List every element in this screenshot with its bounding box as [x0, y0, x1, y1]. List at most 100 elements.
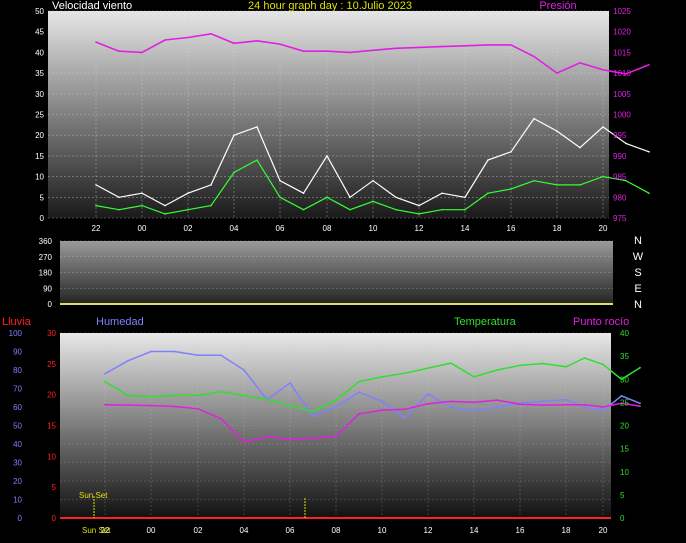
climate-point-temperature-20: [565, 365, 567, 368]
humidity-axis-tick-8: 80: [13, 366, 22, 375]
climate-panel-background: [60, 333, 611, 518]
wind-point-gust-22: [602, 126, 604, 128]
pressure-axis-tick-6: 1005: [613, 90, 631, 99]
wind-point-pressure-20: [556, 72, 558, 74]
climate-point-humidity-17: [496, 406, 498, 408]
climate-point-dewpoint-15: [450, 400, 452, 403]
wind-point-pressure-14: [418, 46, 420, 49]
climate-x-tick-8: 14: [470, 526, 479, 535]
wind-x-tick-5: 08: [323, 224, 332, 233]
climate-point-temperature-3: [173, 394, 176, 397]
wind-point-pressure-9: [302, 50, 305, 52]
climate-point-dewpoint-17: [496, 399, 498, 401]
climate-point-humidity-4: [197, 354, 199, 357]
climate-point-dewpoint-12: [381, 409, 383, 412]
climate-point-temperature-7: [266, 398, 268, 401]
wind-point-pressure-0: [95, 41, 97, 43]
temperature-axis-tick-4: 20: [620, 422, 629, 431]
wind-point-avg-0: [95, 204, 97, 207]
humidity-label: Humedad: [96, 316, 144, 328]
climate-point-humidity-16: [473, 409, 475, 412]
climate-point-humidity-0: [104, 372, 106, 375]
climate-point-temperature-14: [427, 367, 429, 369]
climate-x-tick-2: 02: [194, 526, 203, 535]
climate-point-dewpoint-18: [519, 403, 521, 406]
climate-point-humidity-3: [173, 350, 176, 353]
climate-point-humidity-19: [542, 400, 544, 403]
wind-point-gust-15: [441, 192, 443, 194]
direction-axis-tick-4: 360: [39, 237, 53, 246]
wind-point-gust-19: [533, 117, 535, 120]
climate-point-humidity-8: [289, 382, 291, 384]
wind-axis-tick-8: 40: [35, 48, 44, 57]
wind-point-pressure-22: [602, 69, 604, 71]
climate-point-dewpoint-16: [473, 401, 475, 404]
climate-point-dewpoint-9: [312, 437, 314, 440]
wind-point-gust-14: [418, 204, 420, 207]
wind-axis-tick-7: 35: [35, 69, 44, 78]
compass-label-s: S: [634, 267, 641, 279]
climate-point-temperature-23: [620, 378, 623, 381]
climate-point-humidity-14: [427, 393, 429, 395]
pressure-axis-tick-4: 995: [613, 131, 627, 140]
wind-point-avg-19: [533, 179, 535, 182]
climate-x-tick-11: 20: [599, 526, 608, 535]
temperature-axis-tick-1: 5: [620, 491, 625, 500]
climate-point-humidity-22: [602, 409, 604, 412]
climate-point-temperature-17: [496, 369, 498, 371]
wind-x-tick-9: 16: [507, 224, 516, 233]
wind-point-gust-1: [118, 196, 120, 199]
wind-point-gust-17: [487, 159, 489, 161]
climate-point-humidity-15: [450, 406, 452, 408]
climate-point-dewpoint-3: [173, 405, 176, 408]
wind-point-gust-2: [141, 192, 143, 194]
wind-point-pressure-2: [141, 51, 143, 54]
climate-point-humidity-11: [358, 391, 360, 394]
climate-point-dewpoint-7: [266, 435, 268, 438]
wind-point-gust-13: [395, 196, 397, 199]
climate-point-temperature-4: [197, 394, 199, 397]
wind-point-pressure-21: [579, 62, 581, 64]
grid-lines: [48, 10, 613, 519]
wind-point-avg-3: [164, 213, 166, 215]
wind-x-tick-4: 06: [276, 224, 285, 233]
wind-point-pressure-8: [279, 43, 281, 45]
wind-axis-tick-9: 45: [35, 28, 44, 37]
climate-x-tick-3: 04: [240, 526, 249, 535]
wind-point-pressure-19: [533, 55, 535, 58]
climate-x-tick-5: 08: [332, 526, 341, 535]
climate-point-temperature-9: [312, 410, 314, 413]
wind-point-gust-0: [95, 184, 97, 186]
wind-point-pressure-23: [625, 73, 627, 75]
climate-x-tick-9: 16: [516, 526, 525, 535]
wind-point-avg-23: [625, 179, 627, 182]
wind-point-gust-10: [326, 155, 328, 157]
wind-point-pressure-15: [441, 45, 443, 48]
wind-x-tick-6: 10: [369, 224, 378, 233]
climate-point-humidity-5: [220, 354, 222, 357]
climate-point-humidity-10: [335, 406, 337, 408]
climate-point-humidity-1: [127, 359, 129, 362]
climate-point-humidity-21: [583, 406, 586, 408]
wind-point-gust-7: [256, 126, 258, 128]
wind-axis-tick-4: 20: [35, 131, 44, 140]
wind-point-pressure-18: [510, 44, 512, 46]
climate-point-temperature-11: [358, 380, 360, 383]
humidity-axis-tick-1: 10: [13, 496, 22, 505]
wind-point-pressure-13: [395, 47, 397, 50]
pressure-axis-tick-9: 1020: [613, 28, 631, 37]
wind-x-tick-8: 14: [461, 224, 470, 233]
climate-x-tick-1: 00: [147, 526, 156, 535]
wind-x-tick-0: 22: [92, 224, 101, 233]
wind-point-gust-9: [302, 192, 305, 194]
wind-point-avg-17: [487, 192, 489, 194]
wind-axis-tick-10: 50: [35, 7, 44, 16]
temperature-axis-tick-6: 30: [620, 375, 629, 384]
pressure-axis-tick-0: 975: [613, 214, 627, 223]
humidity-axis-tick-6: 60: [13, 403, 22, 412]
climate-point-dewpoint-24: [639, 405, 641, 407]
wind-point-pressure-5: [210, 33, 212, 35]
wind-point-pressure-12: [372, 49, 374, 52]
climate-point-temperature-0: [104, 380, 106, 383]
